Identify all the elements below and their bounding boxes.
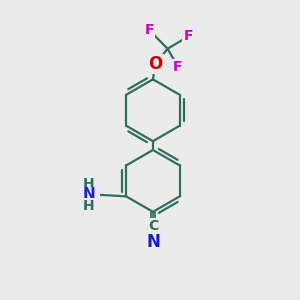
Text: H: H (83, 199, 94, 213)
Text: F: F (184, 29, 193, 43)
Text: F: F (145, 23, 154, 38)
Text: N: N (146, 233, 160, 251)
Text: H: H (83, 177, 94, 191)
Text: F: F (173, 60, 183, 74)
Text: O: O (148, 55, 162, 73)
Text: C: C (148, 219, 158, 233)
Text: N: N (82, 188, 95, 202)
